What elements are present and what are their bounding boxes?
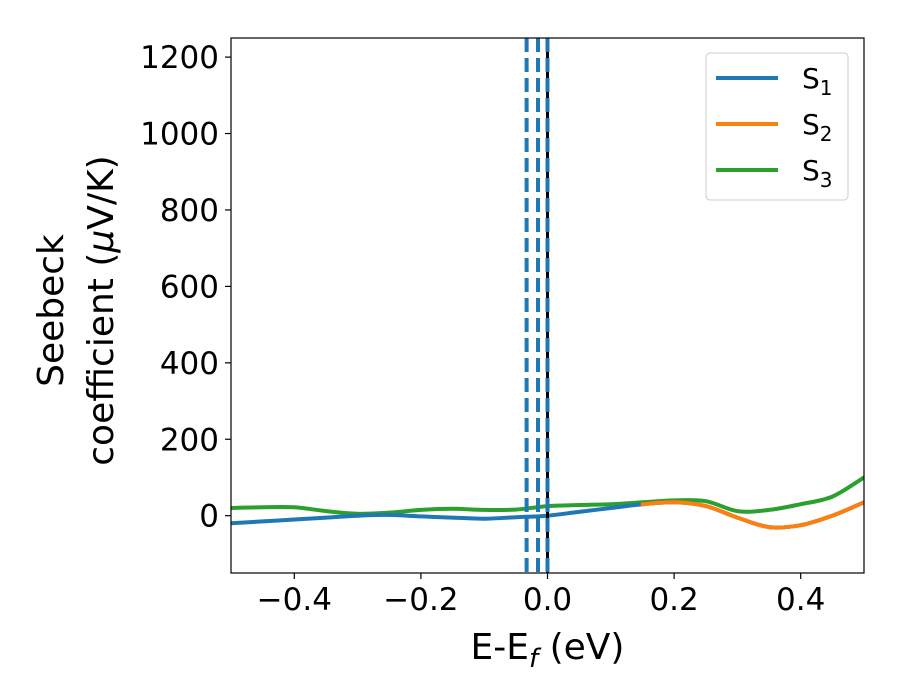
plot-area: [231, 38, 864, 573]
y-axis-label-unit: V/K): [81, 155, 122, 229]
x-axis-label-main: E-E: [471, 627, 529, 668]
y-axis-label-mu: μ: [81, 230, 122, 254]
x-tick-label: −0.2: [383, 582, 458, 618]
series-line-s2: [640, 500, 864, 530]
legend-label-s2: S2: [802, 108, 833, 146]
x-axis-label-unit: (eV): [538, 627, 624, 668]
y-tick-label: 400: [160, 346, 219, 382]
y-axis-label-line1: Seebeck: [31, 234, 72, 387]
y-tick-label: 200: [160, 422, 219, 458]
y-tick-label: 600: [160, 269, 219, 305]
legend-box: [705, 52, 849, 201]
x-axis-label: E-Ef (eV): [471, 627, 625, 674]
x-tick-label: 0.2: [649, 582, 698, 618]
legend: S1 S2 S3: [705, 52, 849, 201]
y-tick-label: 800: [160, 193, 219, 229]
y-axis-label-line2: coefficient (μV/K): [81, 155, 122, 465]
y-tick-label: 1000: [140, 117, 219, 153]
x-tick-label: 0.4: [776, 582, 825, 618]
legend-label-s3: S3: [802, 154, 833, 192]
y-axis-label-text: coefficient (: [81, 253, 122, 466]
y-axis: 0 200 400 600 800 1000 1200: [140, 40, 231, 535]
x-tick-label: 0.0: [523, 582, 572, 618]
x-axis: −0.4 −0.2 0.0 0.2 0.4: [257, 573, 825, 618]
y-tick-label: 1200: [140, 40, 219, 76]
x-tick-label: −0.4: [257, 582, 332, 618]
y-tick-label: 0: [199, 499, 219, 535]
legend-label-s1: S1: [802, 62, 833, 100]
